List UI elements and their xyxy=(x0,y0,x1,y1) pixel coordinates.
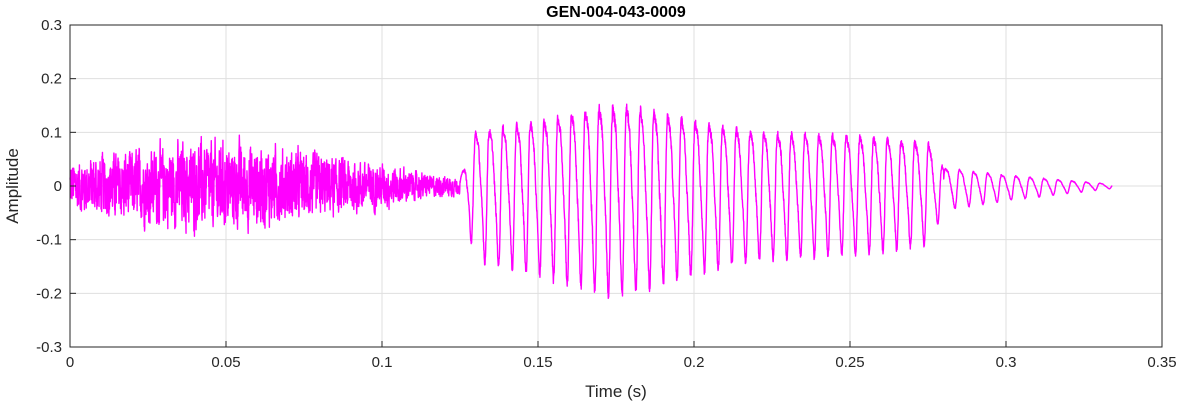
y-axis-label: Amplitude xyxy=(3,148,22,224)
y-tick-label: 0 xyxy=(54,178,62,195)
y-tick-label: -0.2 xyxy=(36,285,62,302)
x-axis-label: Time (s) xyxy=(585,382,647,401)
y-tick-label: -0.3 xyxy=(36,339,62,356)
x-tick-label: 0.35 xyxy=(1147,354,1176,371)
y-tick-label: 0.2 xyxy=(41,71,62,88)
signal-waveform xyxy=(69,103,1113,300)
chart-title: GEN-004-043-0009 xyxy=(546,4,686,21)
x-tick-label: 0.05 xyxy=(211,354,240,371)
y-tick-label: 0.3 xyxy=(41,17,62,34)
axis-ticks: 0 0.05 0.1 0.15 0.2 0.25 0.3 0.35 -0.3 -0.2 -0.1 0 0… xyxy=(36,17,1176,371)
x-tick-label: 0.3 xyxy=(996,354,1017,371)
y-tick-label: -0.1 xyxy=(36,232,62,249)
x-tick-label: 0.15 xyxy=(523,354,552,371)
x-tick-label: 0.1 xyxy=(372,354,393,371)
y-tick-label: 0.1 xyxy=(41,124,62,141)
x-tick-label: 0.25 xyxy=(835,354,864,371)
x-tick-label: 0 xyxy=(66,354,74,371)
x-tick-label: 0.2 xyxy=(684,354,705,371)
